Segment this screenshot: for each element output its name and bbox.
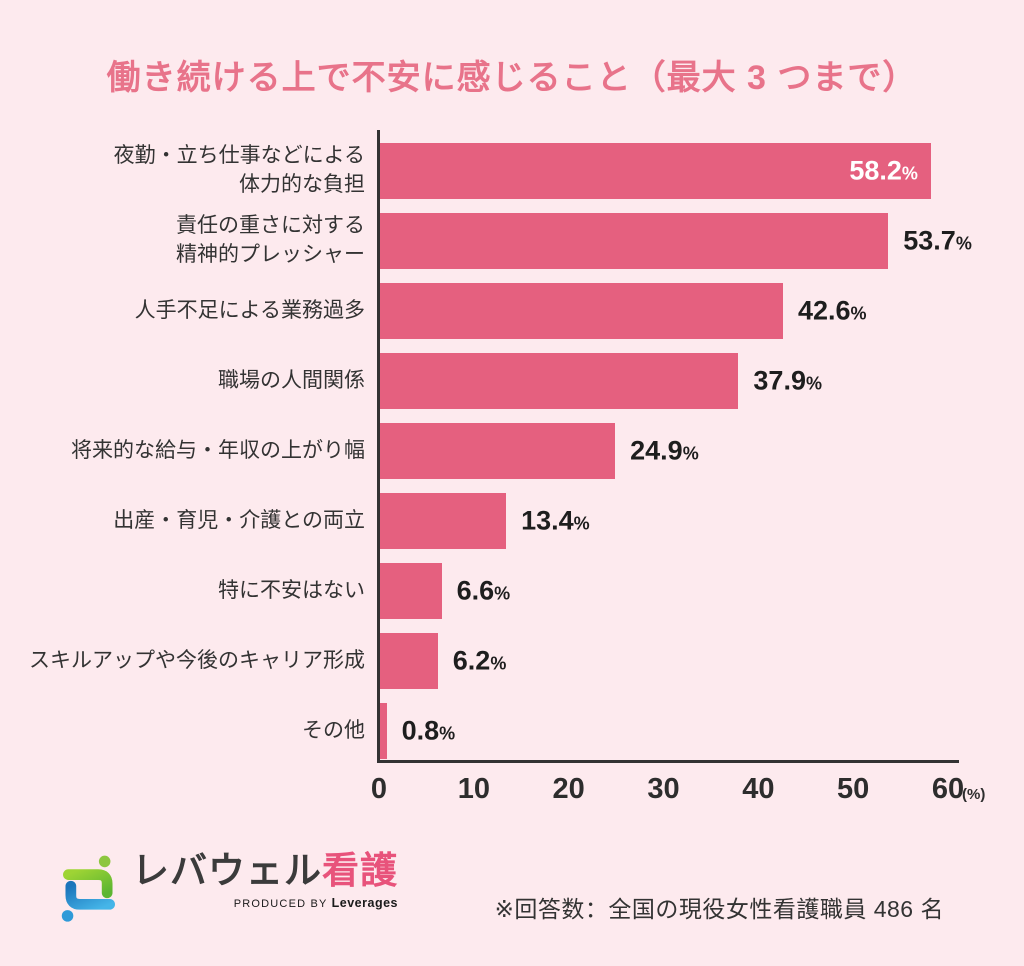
category-label: スキルアップや今後のキャリア形成 (29, 648, 365, 672)
bar (379, 353, 739, 409)
bar-row: その他 0.8% (0, 696, 1024, 766)
bar-rows: 夜勤・立ち仕事などによる 体力的な負担 58.2% 責任の重さに対する 精神的プレッ… (0, 136, 1024, 766)
bar (379, 563, 442, 619)
category-label: 職場の人間関係 (218, 368, 365, 392)
bar (379, 213, 889, 269)
producer-name: Leverages (331, 895, 398, 910)
bar (379, 633, 438, 689)
brand-logo-text: レバウェル看護 PRODUCED BY Leverages (132, 850, 398, 910)
x-tick-label: 20 (552, 773, 585, 805)
value-number: 24.9 (630, 435, 683, 466)
bar-row: 夜勤・立ち仕事などによる 体力的な負担 58.2% (0, 136, 1024, 206)
bar (379, 703, 387, 759)
value-number: 6.2 (452, 645, 491, 676)
category-label: その他 (302, 718, 365, 742)
bar-row: 職場の人間関係 37.9% (0, 346, 1024, 416)
x-tick-label: 60 (931, 773, 965, 805)
value-number: 42.6 (797, 295, 851, 326)
category-label: 夜勤・立ち仕事などによる 体力的な負担 (113, 144, 365, 196)
value-label: 24.9% (630, 436, 699, 467)
bar-track: 13.4% (379, 493, 1019, 549)
bar-track: 0.8% (379, 703, 1019, 759)
bar-row: 将来的な給与・年収の上がり幅 24.9% (0, 416, 1024, 486)
bar-row: 責任の重さに対する 精神的プレッシャー 53.7% (0, 206, 1024, 276)
value-unit: % (901, 163, 918, 184)
value-label: 42.6% (798, 296, 867, 327)
bar: 58.2% (379, 143, 931, 199)
bar-track: 24.9% (379, 423, 1019, 479)
value-number: 58.2 (849, 155, 902, 186)
category-label: 特に不安はない (218, 578, 365, 602)
value-unit: % (573, 513, 590, 534)
survey-note: ※回答数：全国の現役女性看護職員 486 名 (494, 896, 944, 922)
bar (379, 283, 783, 339)
bar (379, 423, 616, 479)
bar-track: 53.7% (379, 213, 1019, 269)
brand-producer-line: PRODUCED BY Leverages (132, 896, 398, 910)
bar-track: 6.2% (379, 633, 1019, 689)
x-tick-label: 30 (647, 773, 680, 805)
value-unit: % (439, 723, 456, 744)
brand-logo: レバウェル看護 PRODUCED BY Leverages (56, 850, 398, 924)
x-tick-label: 0 (370, 773, 388, 805)
x-axis-line (377, 760, 959, 763)
x-tick-label: 40 (742, 773, 775, 805)
bar-row: スキルアップや今後のキャリア形成 6.2% (0, 626, 1024, 696)
brand-name-main: レバウェル (132, 850, 322, 891)
produced-by-label: PRODUCED BY (233, 897, 332, 910)
brand-name: レバウェル看護 (132, 850, 398, 893)
bar (379, 493, 507, 549)
bar-row: 特に不安はない 6.6% (0, 556, 1024, 626)
y-axis-line (377, 130, 380, 762)
bar-chart: 夜勤・立ち仕事などによる 体力的な負担 58.2% 責任の重さに対する 精神的プレッ… (0, 130, 1024, 850)
chart-title: 働き続ける上で不安に感じること（最大 3 つまで） (106, 59, 918, 97)
value-unit: % (494, 583, 511, 604)
bar-row: 人手不足による業務過多 42.6% (0, 276, 1024, 346)
value-unit: % (490, 653, 507, 674)
value-label: 0.8% (402, 716, 456, 747)
bar-track: 58.2% (379, 143, 1019, 199)
value-label: 6.6% (457, 576, 511, 607)
bar-track: 42.6% (379, 283, 1019, 339)
x-axis-unit-label: (%) (962, 786, 986, 803)
value-number: 37.9 (753, 365, 806, 396)
value-number: 13.4 (521, 505, 574, 536)
value-label: 13.4% (521, 506, 590, 537)
bar-track: 6.6% (379, 563, 1019, 619)
category-label: 人手不足による業務過多 (134, 298, 365, 322)
bar-row: 出産・育児・介護との両立 13.4% (0, 486, 1024, 556)
x-tick-label: 50 (837, 773, 870, 805)
brand-name-accent: 看護 (322, 850, 398, 891)
category-label: 出産・育児・介護との両立 (113, 508, 365, 532)
value-number: 6.6 (456, 575, 495, 606)
x-tick-label: 10 (457, 773, 490, 805)
value-label: 6.2% (453, 646, 507, 677)
value-label: 53.7% (903, 226, 972, 257)
value-unit: % (850, 303, 867, 324)
category-label: 責任の重さに対する 精神的プレッシャー (176, 214, 365, 266)
category-label: 将来的な給与・年収の上がり幅 (71, 438, 365, 462)
value-number: 53.7 (903, 225, 956, 256)
value-number: 0.8 (401, 715, 440, 746)
value-unit: % (682, 443, 699, 464)
value-label: 37.9% (753, 366, 822, 397)
value-label: 58.2% (849, 156, 918, 187)
bar-track: 37.9% (379, 353, 1019, 409)
value-unit: % (955, 233, 972, 254)
brand-logo-icon (61, 855, 115, 922)
value-unit: % (805, 373, 822, 394)
